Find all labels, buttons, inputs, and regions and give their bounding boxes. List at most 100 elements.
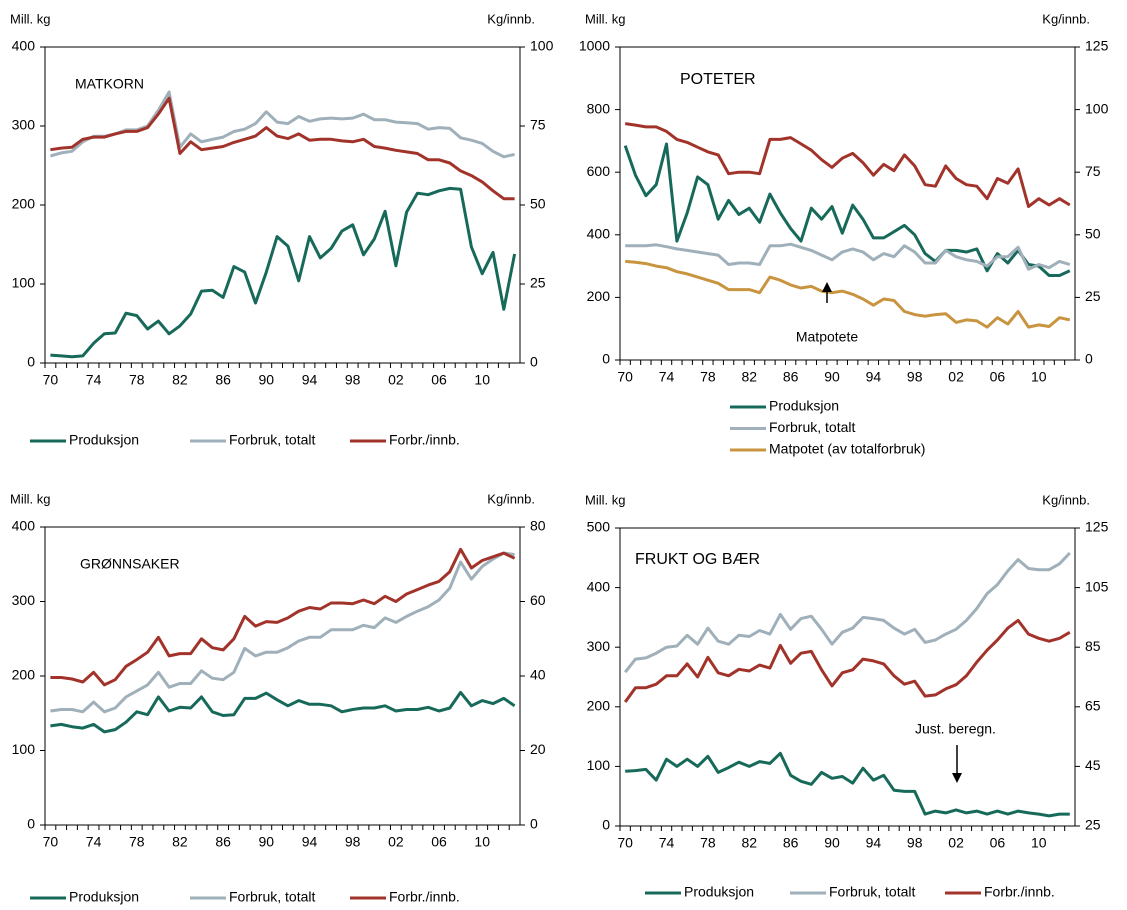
y-tick-label: 200	[12, 667, 36, 683]
x-tick-label: 74	[86, 834, 102, 850]
y-axis-label: Mill. kg	[10, 491, 50, 506]
x-tick-label: 02	[948, 369, 964, 385]
y-tick-label: 200	[587, 288, 611, 304]
panel-title: MATKORN	[75, 76, 144, 92]
x-tick-label: 82	[172, 834, 188, 850]
x-tick-label: 90	[824, 369, 840, 385]
panel-title: FRUKT OG BÆR	[635, 551, 760, 568]
y2-axis-label: Kg/innb.	[487, 491, 535, 506]
x-tick-label: 82	[741, 369, 757, 385]
y-tick-label: 300	[12, 592, 36, 608]
plot-frame	[44, 46, 521, 364]
annotation: Just. beregn.	[915, 721, 996, 737]
x-tick-label: 98	[345, 372, 361, 388]
y-tick-label: 800	[587, 100, 611, 116]
x-tick-label: 94	[302, 834, 318, 850]
y-axis-label: Mill. kg	[10, 11, 50, 26]
y-tick-label: 0	[602, 351, 610, 367]
x-tick-label: 94	[302, 372, 318, 388]
series-line	[624, 551, 1071, 674]
legend-label: Forbruk, totalt	[229, 432, 315, 448]
legend-label: Matpotet (av totalforbruk)	[769, 441, 925, 457]
y-tick-label: 400	[587, 578, 611, 594]
y2-axis-label: Kg/innb.	[1042, 11, 1090, 26]
legend-label: Forbruk, totalt	[229, 889, 315, 905]
y-tick-label: 1000	[579, 38, 610, 54]
x-tick-label: 90	[259, 834, 275, 850]
y2-tick-label: 75	[1085, 163, 1101, 179]
y2-tick-label: 0	[530, 354, 538, 370]
y2-tick-label: 125	[1085, 38, 1109, 54]
y2-tick-label: 80	[530, 518, 546, 534]
series-line	[49, 90, 515, 159]
x-tick-label: 98	[907, 369, 923, 385]
y2-tick-label: 25	[530, 275, 546, 291]
legend-label: Forbruk, totalt	[769, 419, 855, 435]
x-tick-label: 74	[659, 835, 675, 851]
legend-label: Produksjon	[769, 398, 839, 414]
y2-tick-label: 25	[1085, 288, 1101, 304]
x-tick-label: 86	[215, 372, 231, 388]
legend-label: Produksjon	[69, 432, 139, 448]
series-line	[50, 551, 515, 714]
y-tick-label: 400	[12, 38, 36, 54]
x-tick-label: 78	[700, 369, 716, 385]
legend-label: Forbr./innb.	[389, 432, 460, 448]
series-line	[624, 122, 1071, 208]
x-tick-label: 06	[990, 835, 1006, 851]
x-tick-label: 74	[659, 369, 675, 385]
y2-tick-label: 75	[530, 117, 546, 133]
y2-tick-label: 45	[1085, 757, 1101, 773]
y-tick-label: 100	[12, 741, 36, 757]
y-tick-label: 0	[602, 817, 610, 833]
x-tick-label: 70	[43, 372, 59, 388]
y2-tick-label: 0	[530, 816, 538, 832]
y-tick-label: 600	[587, 163, 611, 179]
x-tick-label: 78	[129, 372, 145, 388]
x-tick-label: 78	[700, 835, 716, 851]
y2-axis-label: Kg/innb.	[1042, 492, 1090, 507]
x-tick-label: 74	[86, 372, 102, 388]
y2-tick-label: 0	[1085, 351, 1093, 367]
y-tick-label: 300	[12, 117, 36, 133]
series-line	[50, 96, 515, 201]
y-tick-label: 500	[587, 519, 611, 535]
series-line	[50, 690, 516, 734]
annotation-arrowhead	[952, 773, 962, 783]
y2-tick-label: 125	[1085, 519, 1109, 535]
x-tick-label: 86	[783, 835, 799, 851]
y-tick-label: 100	[587, 757, 611, 773]
y2-tick-label: 100	[1085, 100, 1109, 116]
y2-tick-label: 50	[530, 196, 546, 212]
x-tick-label: 02	[948, 835, 964, 851]
x-tick-label: 90	[259, 372, 275, 388]
y-tick-label: 100	[12, 275, 36, 291]
x-tick-label: 10	[474, 372, 490, 388]
y-tick-label: 400	[587, 226, 611, 242]
y-tick-label: 400	[12, 518, 36, 534]
x-tick-label: 94	[866, 835, 882, 851]
x-tick-label: 94	[866, 369, 882, 385]
y-tick-label: 300	[587, 638, 611, 654]
x-tick-label: 98	[345, 834, 361, 850]
y2-tick-label: 100	[530, 38, 554, 54]
y2-tick-label: 105	[1085, 578, 1109, 594]
panel-title: POTETER	[680, 71, 756, 88]
series-line	[625, 259, 1071, 329]
x-tick-label: 06	[431, 834, 447, 850]
x-tick-label: 82	[172, 372, 188, 388]
y-axis-label: Mill. kg	[585, 11, 625, 26]
y2-tick-label: 50	[1085, 226, 1101, 242]
series-line	[623, 618, 1071, 703]
series-line	[625, 751, 1070, 818]
legend-label: Produksjon	[69, 889, 139, 905]
annotation: Matpotete	[796, 329, 858, 345]
x-tick-label: 70	[617, 835, 633, 851]
x-tick-label: 98	[907, 835, 923, 851]
y2-tick-label: 85	[1085, 638, 1101, 654]
x-tick-label: 10	[474, 834, 490, 850]
x-tick-label: 82	[741, 835, 757, 851]
x-tick-label: 10	[1031, 369, 1047, 385]
y2-tick-label: 25	[1085, 817, 1101, 833]
